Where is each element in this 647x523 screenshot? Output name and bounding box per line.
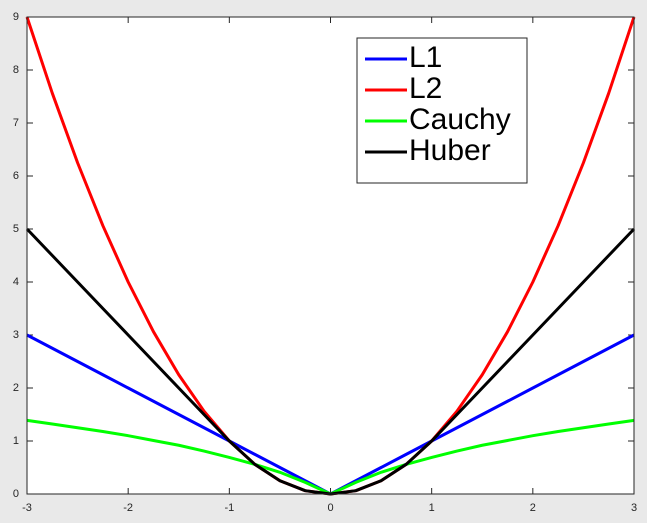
x-tick-label: 1 xyxy=(429,502,435,514)
y-tick-label: 8 xyxy=(13,64,19,76)
plot-area xyxy=(27,17,634,494)
x-tick-label: 3 xyxy=(631,502,637,514)
y-tick-label: 2 xyxy=(13,382,19,394)
legend-box xyxy=(356,37,528,184)
axes-box xyxy=(26,16,635,495)
y-tick-label: 1 xyxy=(13,435,19,447)
y-tick-label: 9 xyxy=(13,11,19,23)
y-tick-label: 6 xyxy=(13,170,19,182)
y-tick-label: 5 xyxy=(13,223,19,235)
legend-label: L1 xyxy=(409,41,442,74)
x-tick-label: -2 xyxy=(123,502,133,514)
y-tick-label: 0 xyxy=(13,488,19,500)
legend-label: Huber xyxy=(409,134,491,167)
y-tick-label: 3 xyxy=(13,329,19,341)
x-tick-label: -1 xyxy=(224,502,234,514)
legend-label: Cauchy xyxy=(409,103,511,136)
legend-label: L2 xyxy=(409,72,442,105)
x-tick-label: 2 xyxy=(530,502,536,514)
x-tick-label: 0 xyxy=(327,502,333,514)
x-tick-label: -3 xyxy=(22,502,32,514)
y-tick-label: 7 xyxy=(13,117,19,129)
y-tick-label: 4 xyxy=(13,276,19,288)
